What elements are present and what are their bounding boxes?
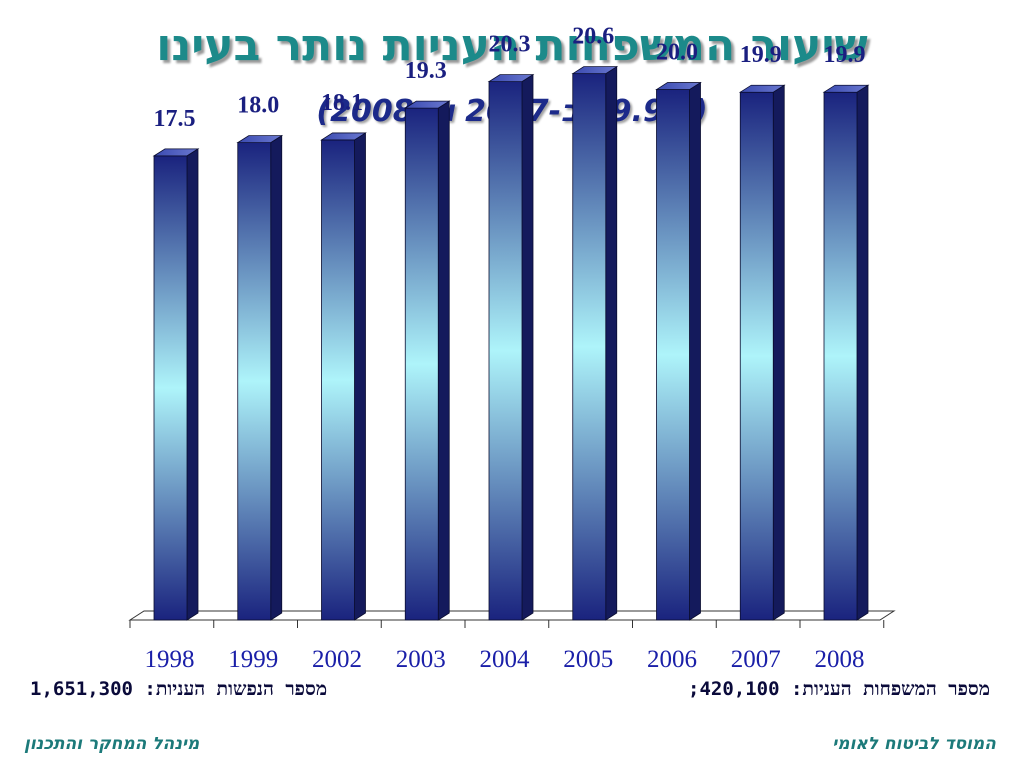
poor-persons-count: מספר הנפשות העניות: 1,651,300 bbox=[30, 678, 328, 700]
bar-top bbox=[487, 74, 535, 83]
year-label-2006: 2006 bbox=[647, 646, 697, 673]
bar-side bbox=[521, 73, 534, 621]
year-label-2008: 2008 bbox=[815, 646, 865, 673]
bar-side bbox=[689, 81, 701, 621]
value-label-1998: 17.5 bbox=[154, 106, 196, 132]
bar-top bbox=[822, 84, 870, 93]
bar-top bbox=[236, 135, 284, 144]
bar-front bbox=[572, 73, 607, 621]
year-label-2005: 2005 bbox=[563, 646, 613, 673]
bar-top bbox=[571, 66, 619, 75]
bar-2002 bbox=[320, 132, 367, 621]
bar-2007 bbox=[738, 84, 786, 621]
year-label-2002: 2002 bbox=[312, 646, 362, 673]
value-label-2004: 20.3 bbox=[489, 32, 531, 58]
bar-1999 bbox=[236, 134, 284, 621]
bar-side bbox=[772, 84, 785, 621]
year-label-1998: 1998 bbox=[145, 646, 195, 673]
bar-top bbox=[403, 100, 451, 109]
department-name: מינהל המחקר והתכנון bbox=[24, 734, 200, 754]
bar-2006 bbox=[655, 81, 702, 621]
year-label-2003: 2003 bbox=[396, 646, 446, 673]
bar-front bbox=[656, 89, 690, 621]
bar-2004 bbox=[487, 73, 535, 621]
bar-side bbox=[437, 100, 450, 621]
bar-2005 bbox=[571, 65, 619, 621]
value-label-2006: 20.0 bbox=[656, 40, 698, 66]
bar-front bbox=[321, 139, 355, 621]
bar-front bbox=[153, 155, 188, 621]
bar-side bbox=[856, 84, 869, 621]
bar-2003 bbox=[403, 100, 451, 621]
value-label-1999: 18.0 bbox=[237, 93, 279, 119]
value-label-2005: 20.6 bbox=[572, 24, 614, 50]
bar-front bbox=[237, 142, 272, 621]
bar-side bbox=[354, 132, 366, 621]
institute-name: המוסד לביטוח לאומי bbox=[832, 734, 996, 754]
bar-side bbox=[605, 65, 618, 621]
bar-top bbox=[320, 132, 367, 141]
chart-title: שיעור המשפחות העניות נותר בעינו bbox=[156, 20, 868, 71]
bar-front bbox=[404, 107, 439, 621]
bar-front bbox=[739, 91, 774, 621]
bar-side bbox=[270, 134, 283, 621]
bar-front bbox=[823, 91, 858, 621]
year-label-2007: 2007 bbox=[731, 646, 781, 673]
bar-front bbox=[488, 81, 523, 621]
year-label-2004: 2004 bbox=[480, 646, 531, 673]
year-label-1999: 1999 bbox=[228, 646, 278, 673]
bar-top bbox=[738, 84, 786, 93]
value-label-2002: 18.1 bbox=[321, 90, 363, 116]
value-label-2003: 19.3 bbox=[405, 58, 447, 84]
value-label-2008: 19.9 bbox=[824, 42, 866, 68]
bar-chart: 17.5 18.0 18.1 19.3 20.3 20.6 20.0 19.9 19.9 199… bbox=[128, 24, 896, 673]
bar-2008 bbox=[822, 84, 870, 621]
bar-top bbox=[655, 82, 702, 90]
bar-1998 bbox=[152, 148, 200, 621]
bar-top bbox=[152, 148, 200, 157]
value-label-2007: 19.9 bbox=[740, 42, 782, 68]
poor-families-count: מספר המשפחות העניות: 420,100; bbox=[688, 678, 990, 700]
bar-side bbox=[186, 148, 199, 621]
